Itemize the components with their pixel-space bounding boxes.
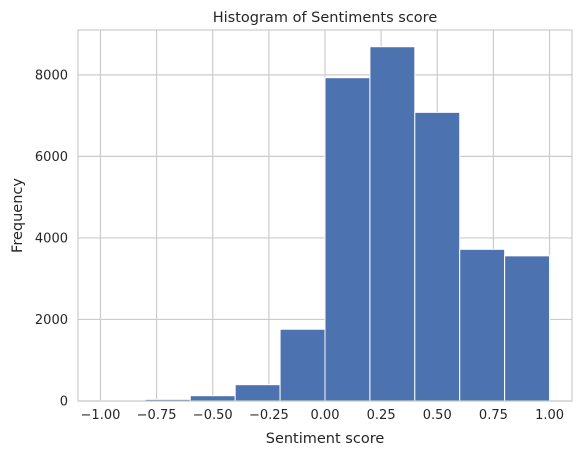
y-axis-label: Frequency bbox=[10, 178, 26, 253]
x-tick-label-4: 0.00 bbox=[311, 408, 340, 423]
plot-border bbox=[77, 29, 573, 402]
y-tick-label-4: 8000 bbox=[35, 68, 68, 83]
x-tick-label-5: 0.25 bbox=[367, 408, 396, 423]
y-tick-label-3: 6000 bbox=[35, 150, 68, 165]
chart-title: Histogram of Sentiments score bbox=[213, 10, 438, 26]
x-axis-label: Sentiment score bbox=[266, 431, 385, 447]
x-tick-label-6: 0.50 bbox=[423, 408, 452, 423]
plot-frame bbox=[77, 29, 573, 402]
bars-layer bbox=[99, 46, 551, 402]
x-tick-label-1: −0.75 bbox=[137, 408, 177, 423]
histogram-bar-7 bbox=[414, 111, 461, 402]
x-tick-label-8: 1.00 bbox=[535, 408, 564, 423]
x-tick-label-0: −1.00 bbox=[81, 408, 121, 423]
y-tick-label-2: 4000 bbox=[35, 231, 68, 246]
histogram-bar-9 bbox=[504, 255, 551, 402]
histogram-bar-4 bbox=[279, 328, 326, 402]
histogram-bar-6 bbox=[369, 46, 416, 402]
x-tick-label-2: −0.50 bbox=[193, 408, 233, 423]
y-tick-label-0: 0 bbox=[60, 395, 68, 410]
histogram-bar-8 bbox=[459, 248, 506, 402]
x-tick-label-7: 0.75 bbox=[479, 408, 508, 423]
x-tick-labels: −1.00 −0.75 −0.50 −0.25 0.00 0.25 0.50 0.75 1.00 bbox=[81, 408, 564, 423]
histogram-bar-3 bbox=[234, 384, 281, 402]
x-tick-label-3: −0.25 bbox=[249, 408, 289, 423]
y-tick-labels: 0 2000 4000 6000 8000 bbox=[35, 68, 68, 409]
histogram-bar-2 bbox=[189, 395, 236, 402]
histogram-bar-5 bbox=[324, 77, 371, 402]
y-tick-label-1: 2000 bbox=[35, 313, 68, 328]
